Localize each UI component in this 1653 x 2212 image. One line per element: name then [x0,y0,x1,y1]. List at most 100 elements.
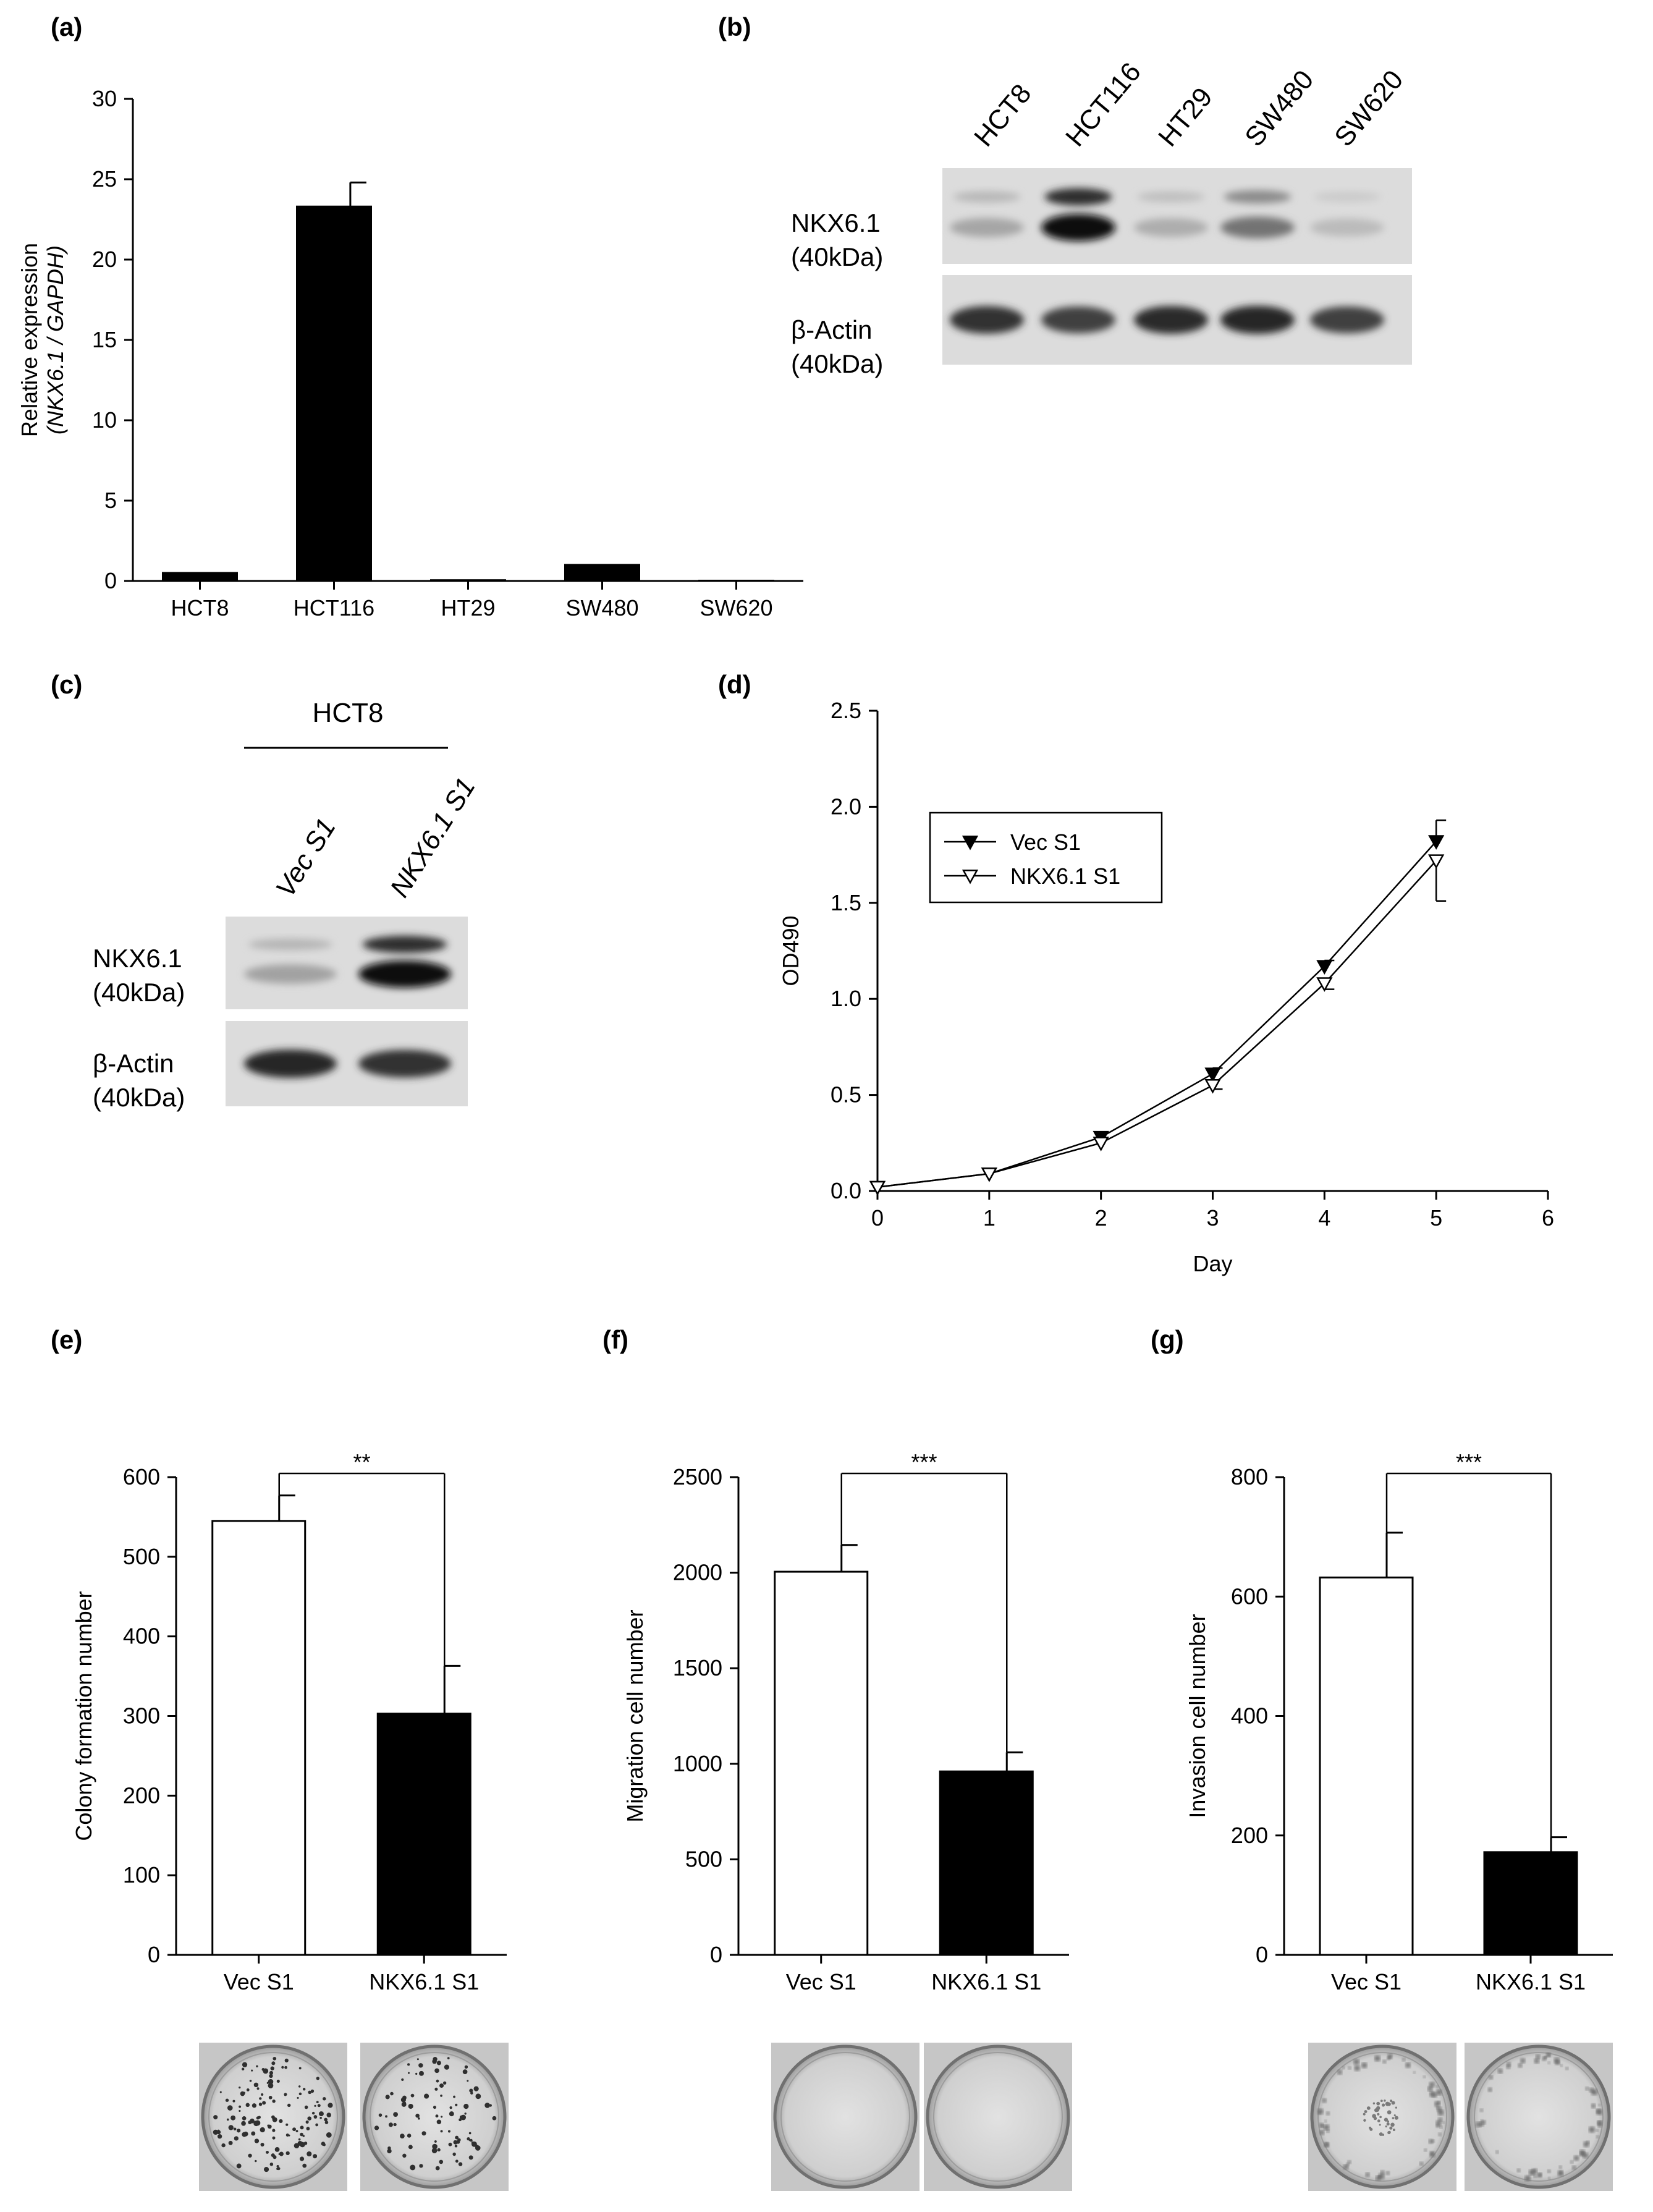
colony-dot [213,2129,219,2135]
bar [430,579,506,582]
colony-dot [489,2104,492,2107]
colony-dot [388,2122,393,2127]
colony-dot [271,2115,275,2119]
bar [296,205,372,582]
colony-dot [243,2091,245,2094]
edge-cell-cluster [1429,2082,1435,2088]
colony-dot [457,2138,461,2142]
colony-dot [295,2130,298,2133]
colony-dot [387,2148,392,2154]
colony-dot [326,2112,331,2117]
culture-dish-rim [370,2052,499,2182]
edge-cell-cluster [1419,2161,1423,2166]
edge-cell-cluster [1555,2060,1560,2066]
blot-band-upper [1313,192,1381,202]
center-cell-cluster [1395,2106,1397,2109]
center-cell-cluster [1379,2116,1382,2119]
culture-dish [362,2045,507,2189]
colony-dot [273,2056,277,2061]
edge-cell-cluster [1326,2129,1330,2133]
center-cell-cluster [1380,2100,1383,2103]
y-tick-label: 25 [92,166,117,192]
y-tick-label: 20 [92,247,117,272]
colony-dot [255,2120,261,2126]
colony-dot [311,2111,315,2115]
colony-dot [418,2117,420,2120]
colony-dot [259,2097,262,2100]
colony-dot [424,2093,429,2099]
blot-band [1220,216,1295,239]
legend-marker-1 [962,869,979,884]
edge-cell-cluster [1579,2151,1585,2157]
colony-dot [435,2166,440,2171]
lane-label: NKX6.1 S1 [384,773,481,903]
x-tick-label: 3 [1206,1205,1219,1231]
colony-dot [436,2119,442,2124]
blot-band-upper [953,191,1021,203]
edge-cell-cluster [1361,2062,1368,2069]
center-cell-cluster [1379,2132,1383,2136]
colony-dot [434,2087,438,2091]
bar [162,572,238,582]
center-cell-cluster [1394,2116,1398,2120]
edge-cell-cluster [1538,2172,1542,2177]
x-tick-label: NKX6.1 S1 [931,1969,1041,1994]
colony-dot [268,2095,273,2100]
colony-dot [268,2083,274,2088]
panel-label-b: (b) [718,12,751,41]
y-axis-label: OD490 [778,915,803,986]
edge-cell-cluster [1439,2125,1443,2129]
culture-dish-rim [780,2052,910,2182]
legend-marker-0 [962,835,979,850]
edge-cell-cluster [1558,2165,1562,2169]
colony-dot [292,2127,297,2132]
y-tick-label: 300 [123,1703,160,1729]
colony-dot [266,2082,269,2084]
edge-cell-cluster [1547,2061,1550,2064]
edge-cell-cluster [1319,2123,1324,2128]
colony-dot [271,2061,276,2066]
colony-dot [315,2123,318,2127]
colony-dot [448,2142,452,2146]
colony-dot [464,2112,467,2115]
colony-dot [484,2103,490,2108]
colony-dot [239,2109,241,2112]
bar [211,1520,307,1956]
y-tick-label: 30 [92,86,117,111]
colony-dot [254,2138,260,2143]
colony-dot [298,2085,301,2088]
center-cell-cluster [1384,2100,1386,2102]
edge-cell-cluster [1319,2130,1325,2135]
edge-cell-cluster [1518,2063,1523,2068]
colony-dot [323,2097,326,2101]
data-point-series-0 [1428,835,1445,850]
data-point-series-1 [869,1180,886,1196]
colony-dot [469,2088,473,2093]
colony-dot [307,2116,311,2121]
colony-dot [236,2129,241,2133]
colony-dot [316,2077,319,2080]
edge-cell-cluster [1507,2062,1511,2067]
colony-dot [252,2103,257,2108]
colony-dot [228,2125,234,2130]
blot-c-group-label: HCT8 [313,698,384,728]
colony-dot [390,2091,394,2096]
colony-dot [303,2142,308,2145]
colony-dot [462,2069,468,2075]
edge-cell-cluster [1434,2101,1440,2107]
data-point-series-1 [1428,854,1445,869]
panel-label-d: (d) [718,670,751,699]
colony-dot [308,2090,311,2095]
edge-cell-cluster [1533,2174,1537,2178]
colony-dot [407,2063,410,2066]
center-cell-cluster [1387,2110,1392,2115]
colony-dot [297,2096,299,2099]
colony-dot [408,2103,413,2109]
colony-dot [469,2139,471,2142]
edge-cell-cluster [1322,2098,1327,2103]
colony-dot [228,2140,233,2145]
colony-dot [418,2063,423,2068]
colony-dot [276,2079,280,2083]
center-cell-cluster [1385,2125,1387,2128]
colony-dot [251,2069,253,2072]
